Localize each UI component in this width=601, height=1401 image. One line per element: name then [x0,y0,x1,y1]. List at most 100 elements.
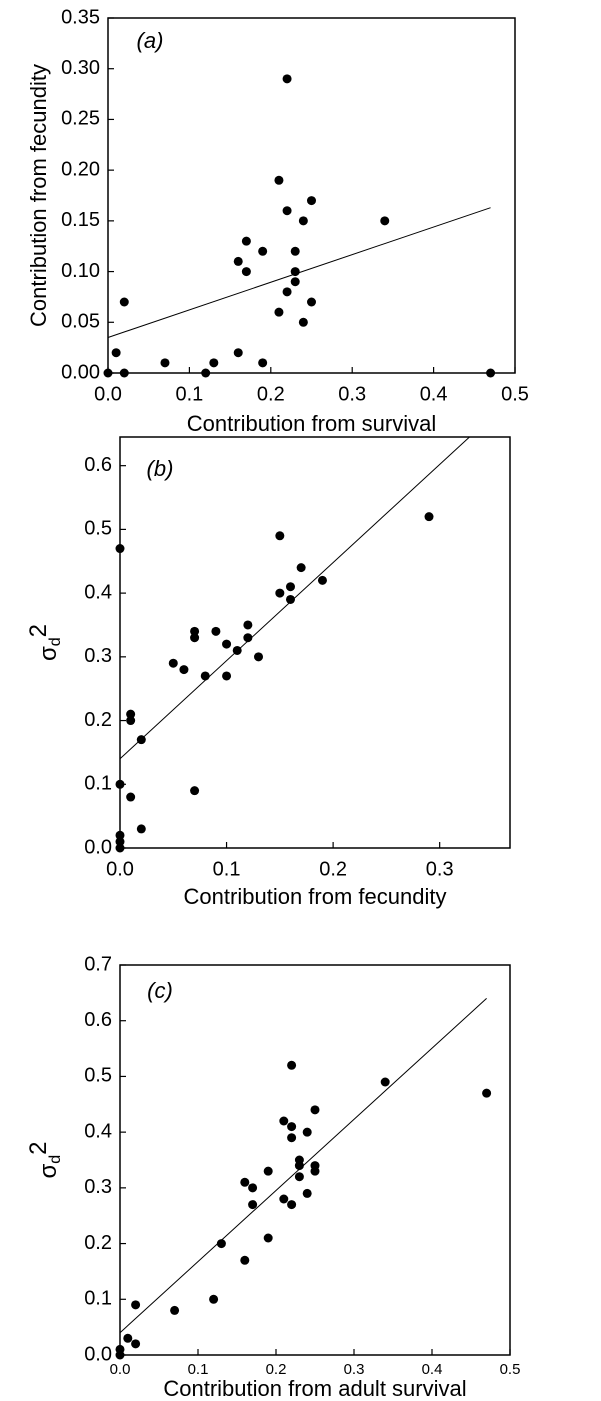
data-point [179,665,189,675]
data-point [290,277,300,287]
data-point [190,633,200,643]
y-tick-label: 0.10 [61,260,100,282]
panel-label: (b) [147,456,174,481]
data-point [282,74,292,84]
data-point [233,256,243,266]
x-tick-label: 0.4 [420,383,448,405]
data-point [274,175,284,185]
y-tick-label: 0.0 [84,1343,112,1365]
data-point [126,709,136,719]
panel-label: (c) [147,978,173,1003]
x-tick-label: 0.3 [338,383,366,405]
y-tick-label: 0.25 [61,108,100,130]
data-point [170,1305,180,1315]
data-point [285,582,295,592]
data-point [310,1105,320,1115]
data-point [248,1183,258,1193]
data-point [115,544,125,554]
x-tick-label: 0.2 [266,1361,287,1378]
data-point [123,1333,133,1343]
data-point [201,368,211,378]
y-tick-label: 0.4 [84,1120,112,1142]
data-point [168,658,178,668]
data-point [136,735,146,745]
y-tick-label: 0.00 [61,361,100,383]
data-point [232,645,242,655]
y-tick-label: 0.1 [84,773,112,795]
data-point [279,1194,289,1204]
y-tick-label: 0.2 [84,1232,112,1254]
y-tick-label: 0.05 [61,311,100,333]
x-tick-label: 0.0 [110,1361,131,1378]
data-point [298,317,308,327]
fit-line [119,436,470,760]
data-point [275,588,285,598]
data-point [263,1233,273,1243]
data-point [131,1300,141,1310]
y-tick-label: 0.1 [84,1288,112,1310]
data-point [307,196,316,206]
data-point [287,1200,297,1210]
plot-frame [119,964,511,1356]
data-point [119,297,129,307]
plot-frame [119,436,511,849]
data-point [243,633,253,643]
x-tick-label: 0.3 [426,858,454,880]
x-tick-label: 0.2 [257,383,285,405]
plot-frame [107,17,516,374]
y-tick-label: 0.5 [84,1065,112,1087]
data-point [115,837,125,847]
x-tick-label: 0.1 [188,1361,209,1378]
data-point [287,1060,297,1070]
data-point [136,824,146,834]
data-point [275,531,285,541]
y-label-base: σ [35,646,62,661]
data-point [160,358,170,368]
data-point [240,1177,250,1187]
y-axis-label: σd2 [25,1141,64,1178]
data-point [380,1077,390,1087]
x-axis-label: Contribution from survival [187,411,436,436]
data-point [115,830,125,840]
data-point [190,626,200,636]
data-point [216,1239,226,1249]
data-point [424,512,434,522]
y-tick-label: 0.6 [84,1009,112,1031]
data-point [131,1339,141,1349]
x-tick-label: 0.1 [175,383,203,405]
y-axis-label: σd2 [25,624,64,661]
data-point [254,652,264,662]
y-tick-label: 0.30 [61,57,100,79]
data-point [240,1255,250,1265]
x-axis-label: Contribution from adult survival [163,1376,466,1401]
data-point [209,1294,219,1304]
data-point [263,1166,273,1176]
data-point [209,358,219,368]
x-tick-label: 0.0 [106,858,134,880]
y-tick-label: 0.7 [84,953,112,975]
y-label-sub: d [47,637,64,646]
data-point [258,358,268,368]
y-axis-label: Contribution from fecundity [26,64,51,327]
x-axis-label: Contribution from fecundity [184,884,447,909]
data-point [200,671,210,681]
data-point [241,236,251,246]
data-point [290,267,300,277]
data-point [126,792,136,802]
y-label-sub: d [47,1155,64,1164]
y-tick-label: 0.6 [84,454,112,476]
data-point [302,1127,312,1137]
data-point [285,594,295,604]
data-point [290,246,300,256]
data-point [126,716,136,726]
y-label-sup: 2 [25,1141,52,1154]
x-tick-label: 0.0 [94,383,122,405]
data-point [103,368,113,378]
data-point [241,267,251,277]
y-tick-label: 0.2 [84,709,112,731]
data-point [222,671,232,681]
y-tick-label: 0.35 [61,6,100,28]
y-tick-label: 0.4 [84,581,112,603]
x-tick-label: 0.4 [422,1361,443,1378]
data-point [486,368,496,378]
